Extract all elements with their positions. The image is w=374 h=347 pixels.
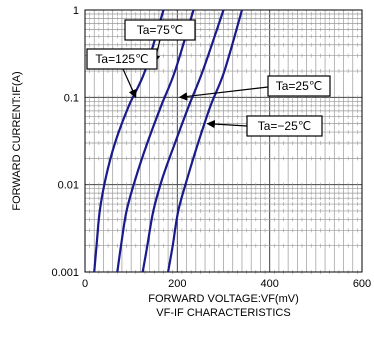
series-line-1 <box>116 9 195 273</box>
y-tick-labels: 0.001 0.01 0.1 1 <box>51 5 79 279</box>
series-group <box>93 9 244 273</box>
annotation-label: Ta=125℃ <box>95 52 148 66</box>
series-line-0 <box>93 9 165 273</box>
annotation-arrow <box>178 86 269 101</box>
y-tick-label: 0.1 <box>64 92 79 104</box>
y-axis-label: FORWARD CURRENT:IF(A) <box>11 71 23 210</box>
y-tick-label: 0.01 <box>58 180 79 192</box>
y-tick-label: 0.001 <box>51 267 79 279</box>
x-tick-labels: 0 200 400 600 <box>82 278 371 290</box>
x-tick-label: 200 <box>168 278 186 290</box>
x-axis-label: FORWARD VOLTAGE:VF(mV) <box>148 293 299 305</box>
annotation-arrow <box>206 119 248 129</box>
x-tick-label: 600 <box>353 278 371 290</box>
annotation-label: Ta=75℃ <box>137 23 184 37</box>
x-tick-label: 0 <box>82 278 88 290</box>
chart-caption: VF-IF CHARACTERISTICS <box>156 307 290 319</box>
x-tick-label: 400 <box>260 278 278 290</box>
annotation-label: Ta=25℃ <box>276 79 323 93</box>
annotation-box <box>124 19 196 41</box>
annotation-label: Ta=−25℃ <box>258 119 312 133</box>
series-line-3 <box>167 9 244 273</box>
annotation-box <box>246 115 323 137</box>
annotation-arrow <box>122 68 137 99</box>
y-tick-label: 1 <box>73 5 79 17</box>
annotation-group: Ta=75℃ Ta=125℃ Ta=25℃ Ta=−25℃ <box>86 19 331 137</box>
annotation-box <box>86 48 158 70</box>
annotation-box <box>267 75 331 97</box>
series-line-2 <box>141 9 225 273</box>
